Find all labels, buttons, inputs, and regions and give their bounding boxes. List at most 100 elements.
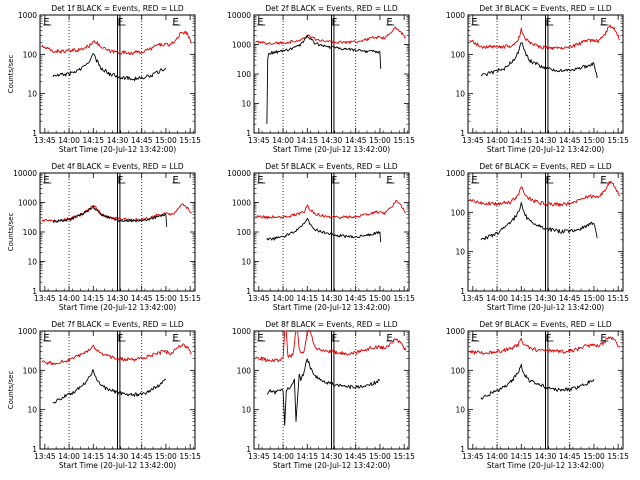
y-tick-label: 1000 — [446, 327, 465, 336]
y-tick-label: 1000 — [232, 199, 251, 208]
x-tick-label: 15:15 — [393, 136, 415, 145]
interval-marker-label: E — [600, 17, 606, 28]
x-tick-label: 14:45 — [131, 294, 153, 303]
x-tick-label: 13:45 — [248, 136, 270, 145]
x-tick-label: 13:45 — [248, 294, 270, 303]
x-tick-label: 15:00 — [369, 294, 391, 303]
interval-marker-label: E — [386, 175, 392, 186]
lld-series-line — [469, 336, 621, 355]
interval-marker-label: E — [43, 17, 49, 28]
y-tick-label: 10 — [241, 406, 251, 415]
interval-marker-label: E — [386, 17, 392, 28]
events-series-line — [266, 217, 382, 243]
y-tick-label: 10 — [27, 406, 37, 415]
events-series-line — [52, 206, 168, 227]
x-axis-label: Start Time (20-Jul-12 13:42:00) — [487, 145, 604, 154]
interval-marker-label: F — [546, 175, 552, 186]
y-tick-label: 1000 — [232, 41, 251, 50]
x-tick-label: 14:30 — [535, 452, 557, 461]
y-axis-label: Counts/sec — [7, 55, 15, 94]
interval-marker-label: E — [172, 175, 178, 186]
x-tick-label: 14:30 — [535, 136, 557, 145]
lld-series-line — [469, 180, 621, 207]
x-tick-label: 14:00 — [58, 136, 80, 145]
x-tick-label: 14:15 — [296, 452, 318, 461]
events-series-line — [266, 358, 381, 426]
x-tick-label: 15:00 — [155, 294, 177, 303]
y-tick-label: 1000 — [18, 199, 37, 208]
x-tick-label: 14:00 — [58, 294, 80, 303]
interval-marker-label: E — [600, 333, 606, 344]
x-tick-label: 14:00 — [486, 452, 508, 461]
interval-marker-label: F — [546, 17, 552, 28]
y-tick-label: 1 — [460, 287, 465, 296]
interval-marker-label: E — [257, 17, 263, 28]
events-series-line — [480, 363, 595, 400]
interval-marker-label: E — [172, 333, 178, 344]
panel-title: Det 4f BLACK = Events, RED = LLD — [51, 162, 184, 171]
x-axis-label: Start Time (20-Jul-12 13:42:00) — [273, 303, 390, 312]
panel-title: Det 7f BLACK = Events, RED = LLD — [51, 320, 184, 329]
x-tick-label: 14:30 — [321, 294, 343, 303]
y-tick-label: 100 — [237, 228, 252, 237]
x-tick-label: 14:15 — [296, 136, 318, 145]
panel-title: Det 6f BLACK = Events, RED = LLD — [479, 162, 612, 171]
lld-series-line — [41, 343, 193, 366]
x-axis-label: Start Time (20-Jul-12 13:42:00) — [487, 303, 604, 312]
x-tick-label: 14:00 — [486, 294, 508, 303]
x-tick-label: 14:15 — [82, 136, 104, 145]
y-tick-label: 10 — [455, 90, 465, 99]
interval-marker-label: F — [118, 17, 124, 28]
x-tick-label: 14:45 — [345, 136, 367, 145]
x-tick-label: 15:00 — [583, 294, 605, 303]
events-series-line — [480, 202, 598, 241]
interval-marker-label: F — [118, 175, 124, 186]
panel-title: Det 3f BLACK = Events, RED = LLD — [479, 4, 612, 13]
y-tick-label: 100 — [237, 366, 252, 375]
x-tick-label: 13:45 — [34, 136, 56, 145]
y-tick-label: 100 — [237, 70, 252, 79]
interval-marker-label: F — [118, 333, 124, 344]
x-tick-label: 15:00 — [583, 136, 605, 145]
interval-marker-label: E — [471, 333, 477, 344]
x-tick-label: 13:45 — [34, 294, 56, 303]
x-tick-label: 14:00 — [272, 294, 294, 303]
panel-title: Det 5f BLACK = Events, RED = LLD — [265, 162, 398, 171]
y-tick-label: 100 — [451, 50, 466, 59]
y-tick-label: 10 — [241, 100, 251, 109]
x-tick-label: 14:30 — [535, 294, 557, 303]
events-series-line — [52, 369, 166, 404]
y-tick-label: 100 — [451, 366, 466, 375]
x-tick-label: 15:15 — [179, 452, 201, 461]
interval-marker-label: E — [600, 175, 606, 186]
x-tick-label: 14:30 — [321, 136, 343, 145]
interval-marker-label: F — [332, 17, 338, 28]
x-tick-label: 15:00 — [155, 136, 177, 145]
x-tick-label: 15:15 — [179, 294, 201, 303]
lld-series-line — [255, 329, 407, 363]
y-tick-label: 100 — [23, 366, 38, 375]
panel-title: Det 2f BLACK = Events, RED = LLD — [265, 4, 398, 13]
lld-series-line — [255, 199, 407, 219]
y-tick-label: 100 — [23, 50, 38, 59]
x-tick-label: 14:15 — [510, 294, 532, 303]
y-tick-label: 10 — [241, 258, 251, 267]
x-axis-label: Start Time (20-Jul-12 13:42:00) — [59, 303, 176, 312]
x-tick-label: 14:45 — [559, 452, 581, 461]
y-tick-label: 10 — [455, 406, 465, 415]
x-tick-label: 13:45 — [248, 452, 270, 461]
lld-series-line — [469, 24, 620, 51]
y-tick-label: 10000 — [13, 169, 37, 178]
x-axis-label: Start Time (20-Jul-12 13:42:00) — [59, 145, 176, 154]
y-tick-label: 1 — [460, 445, 465, 454]
x-tick-label: 15:15 — [607, 294, 629, 303]
